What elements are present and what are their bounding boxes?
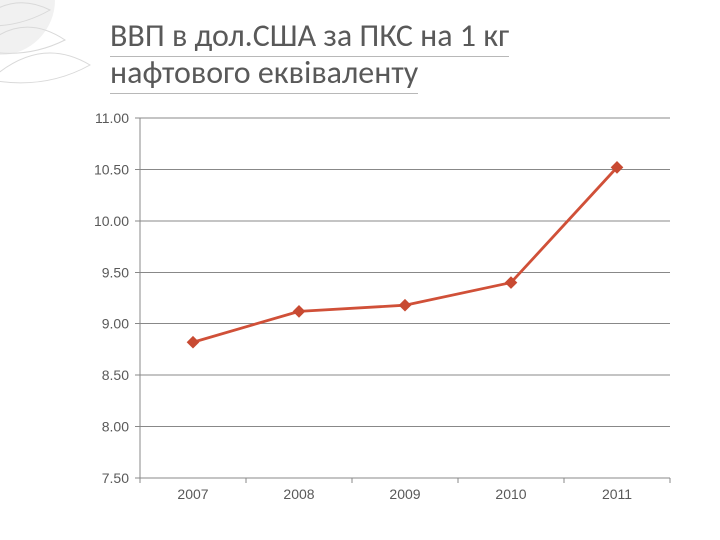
y-tick-label: 10.00 (94, 213, 129, 229)
data-marker (293, 306, 304, 317)
line-chart: 7.50 8.00 8.50 9.00 9.50 10.00 10.50 11.00 2007 2… (80, 110, 680, 510)
x-tick-label: 2011 (602, 486, 632, 502)
x-tick-label: 2008 (283, 486, 314, 502)
data-marker (399, 300, 410, 311)
x-tick-label: 2007 (177, 486, 208, 502)
title-line-1: ВВП в дол.США за ПКС на 1 кг (110, 16, 509, 57)
y-tick-label: 9.00 (102, 316, 129, 332)
chart-title: ВВП в дол.США за ПКС на 1 кг нафтового е… (110, 18, 680, 92)
y-tick-label: 10.50 (94, 161, 129, 177)
y-tick-label: 8.50 (102, 367, 129, 383)
x-tick-label: 2010 (495, 486, 526, 502)
x-tick-label: 2009 (389, 486, 420, 502)
y-tick-label: 11.00 (95, 110, 129, 126)
data-marker (187, 337, 198, 348)
series-line (193, 167, 617, 342)
y-tick-label: 7.50 (102, 470, 129, 486)
y-tick-label: 8.00 (102, 419, 129, 435)
y-tick-label: 9.50 (102, 264, 129, 280)
title-line-2: нафтового еквіваленту (110, 53, 418, 94)
